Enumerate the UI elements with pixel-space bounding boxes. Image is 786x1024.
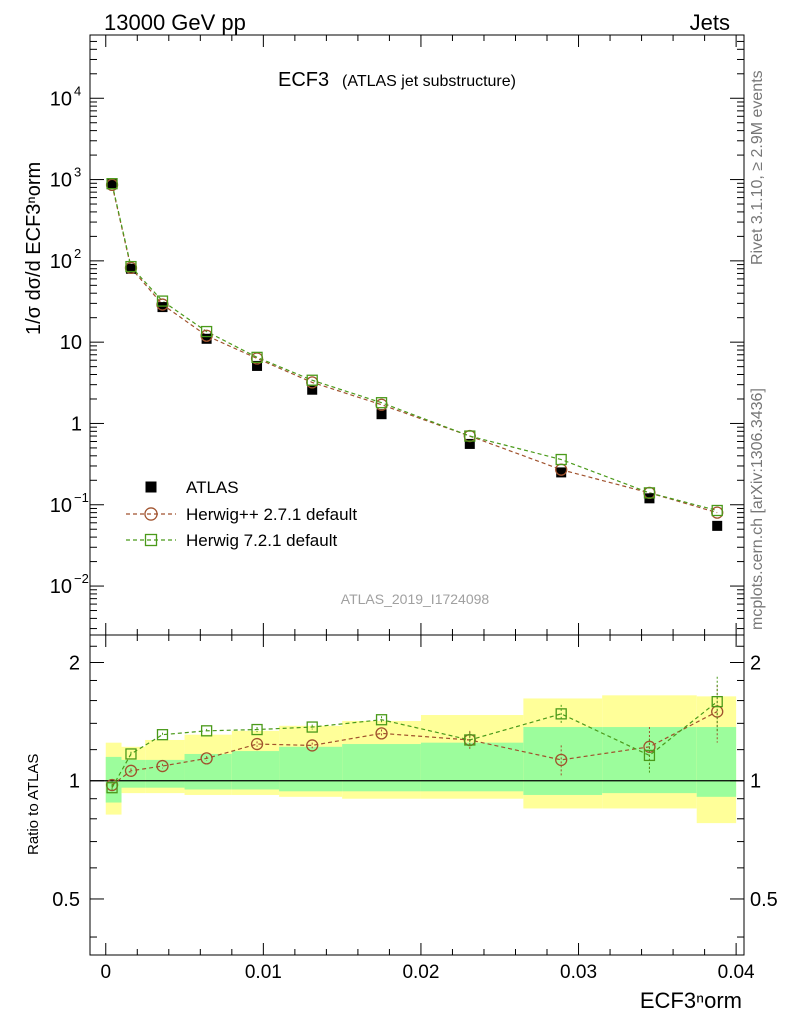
ratio-data-point [555, 753, 568, 767]
ratio-series-line [111, 701, 718, 788]
ratio-data-point [375, 727, 388, 740]
legend: ATLAS Herwig++ 2.7.1 default Herwig 7.2.1 … [126, 478, 357, 550]
main-series-line [111, 183, 718, 512]
ratio-data-point [250, 737, 264, 751]
mcplots-source-label: mcplots.cern.ch [arXiv:1306.3436] [749, 388, 766, 630]
ratio-tick-label-right: 0.5 [750, 889, 778, 911]
x-tick-label: 0.04 [718, 962, 755, 983]
main-series-marks [105, 178, 724, 531]
y-tick-label: 10 [50, 495, 72, 517]
main-data-point [157, 302, 168, 313]
ratio-band-inner [121, 759, 146, 788]
ratio-series-line [111, 711, 718, 786]
x-tick-label: 0.02 [402, 962, 439, 983]
y-tick-label: 10 [60, 332, 82, 354]
ratio-data-point [106, 782, 118, 794]
main-data-point [464, 438, 475, 449]
y-tick-exponent: −2 [74, 571, 89, 586]
header-energy-label: 13000 GeV pp [104, 10, 246, 35]
ratio-data-point [251, 723, 263, 736]
ratio-data-point [124, 764, 138, 777]
main-data-point [156, 295, 169, 307]
y-tick-label: 1 [71, 413, 82, 435]
header-process-label: Jets [690, 10, 730, 35]
y-tick-exponent: −1 [74, 490, 89, 505]
ratio-data-point [200, 725, 213, 737]
main-data-point [251, 351, 263, 364]
y-tick-exponent: 3 [74, 165, 81, 180]
main-data-point [200, 325, 213, 338]
rivet-version-label: Rivet 3.1.10, ≥ 2.9M events [749, 70, 766, 265]
analysis-watermark: ATLAS_2019_I1724098 [341, 591, 490, 607]
ratio-data-point [375, 714, 388, 726]
main-data-point [252, 360, 263, 371]
ratio-tick-label: 2 [69, 653, 80, 675]
main-series-line [111, 184, 718, 514]
ratio-band-inner [279, 746, 343, 792]
ratio-tick-label: 1 [69, 771, 80, 793]
ratio-data-point [306, 721, 318, 733]
ratio-data-point [125, 748, 137, 760]
ratio-series-marks [105, 676, 724, 794]
x-axis-label: ECF3ⁿorm [640, 988, 742, 1013]
ratio-tick-label-right: 2 [750, 653, 761, 675]
main-data-point [376, 409, 387, 420]
y-tick-label: 10 [50, 170, 72, 192]
main-data-point [125, 263, 136, 274]
main-data-point [555, 453, 567, 466]
ratio-band-inner [184, 753, 232, 790]
main-data-point [306, 374, 318, 386]
legend-marker [144, 533, 158, 547]
main-data-point [556, 467, 567, 478]
main-data-point [106, 178, 118, 190]
main-data-point [643, 487, 656, 499]
legend-marker [144, 507, 158, 521]
main-data-point [307, 384, 318, 395]
ratio-data-point [643, 749, 656, 762]
x-tick-label: 0 [100, 962, 111, 983]
ratio-plot-frame [89, 634, 745, 956]
y-tick-exponent: 4 [74, 83, 81, 98]
legend-label: Herwig++ 2.7.1 default [186, 505, 357, 524]
ratio-tick-label: 0.5 [52, 889, 80, 911]
chart-title: ECF3 [278, 69, 329, 91]
main-y-axis-label: 1/σ dσ/d ECF3ⁿorm [23, 162, 45, 335]
ratio-data-point [464, 734, 476, 746]
legend-marker [145, 481, 157, 493]
y-tick-exponent: 2 [74, 246, 81, 261]
ratio-band-inner [523, 727, 603, 795]
y-tick-label: 10 [50, 576, 72, 598]
legend-label: Herwig 7.2.1 default [186, 531, 337, 550]
ratio-data-point [156, 759, 169, 773]
ratio-band-inner [145, 759, 185, 788]
y-tick-label: 10 [50, 251, 72, 273]
main-data-point [201, 333, 212, 344]
y-tick-label: 10 [50, 88, 72, 110]
main-data-point [125, 260, 137, 273]
ratio-data-point [156, 729, 169, 741]
legend-label: ATLAS [186, 478, 239, 497]
x-tick-label: 0.01 [245, 962, 282, 983]
ratio-data-point [711, 695, 723, 708]
ratio-y-axis-label: Ratio to ATLAS [25, 754, 42, 855]
ratio-axis-ticks: 0.5 0.5 1 1 2 2 [52, 645, 778, 938]
chart-subtitle: (ATLAS jet substructure) [342, 73, 516, 90]
main-data-point [711, 504, 723, 517]
ratio-data-point [555, 708, 567, 720]
main-data-point [375, 397, 388, 409]
ratio-band-inner [696, 727, 737, 797]
ratio-band-inner [231, 751, 280, 790]
main-data-point [464, 430, 476, 442]
ratio-data-point [200, 752, 213, 765]
ratio-band-inner [342, 744, 421, 792]
ratio-data-point [306, 739, 319, 752]
ratio-band-inner [420, 742, 524, 792]
main-data-point [107, 179, 118, 190]
ratio-tick-label-right: 1 [750, 771, 761, 793]
x-tick-label: 0.03 [560, 962, 597, 983]
main-data-point [712, 520, 723, 531]
